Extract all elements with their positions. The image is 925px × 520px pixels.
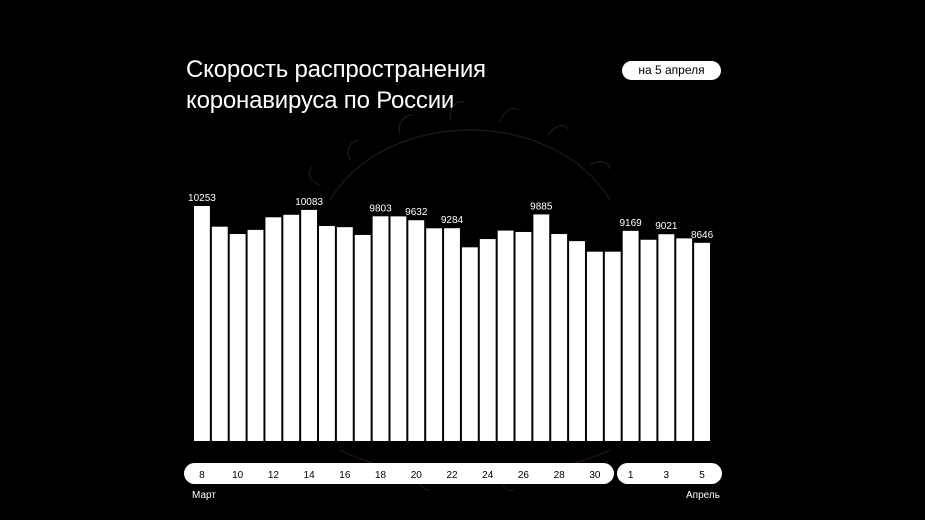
month-label-april: Апрель bbox=[686, 490, 720, 501]
x-tick-label: 8 bbox=[199, 470, 205, 481]
bar-16 bbox=[336, 227, 353, 441]
date-badge: на 5 апреля bbox=[622, 61, 721, 80]
bar-3 bbox=[658, 234, 675, 441]
bar-9 bbox=[211, 226, 228, 441]
april-axis-pill bbox=[617, 463, 722, 484]
bar-2 bbox=[640, 239, 657, 441]
bar-8 bbox=[194, 206, 210, 441]
x-axis: 8 10 12 14 16 18 20 22 24 26 28 30 1 3 5 bbox=[184, 463, 722, 484]
value-label: 9169 bbox=[619, 218, 642, 229]
bar-30 bbox=[586, 251, 603, 441]
value-label: 10253 bbox=[188, 193, 216, 204]
bars-group bbox=[194, 206, 710, 441]
x-tick-label: 22 bbox=[446, 470, 458, 481]
x-tick-label: 14 bbox=[304, 470, 316, 481]
bar-23 bbox=[461, 247, 478, 441]
value-label: 9803 bbox=[369, 203, 392, 214]
value-label: 10083 bbox=[295, 197, 323, 208]
x-tick-label: 10 bbox=[232, 470, 244, 481]
bar-24 bbox=[479, 239, 496, 441]
title-line-2: коронавируса по России bbox=[186, 87, 455, 114]
x-tick-label: 18 bbox=[375, 470, 387, 481]
bar-22 bbox=[444, 228, 460, 441]
title-line-1: Скорость распространения bbox=[186, 56, 486, 83]
bar-4 bbox=[676, 238, 693, 441]
bar-1 bbox=[622, 230, 639, 441]
value-label: 8646 bbox=[691, 230, 714, 241]
x-tick-label: 30 bbox=[589, 470, 601, 481]
bar-10 bbox=[229, 234, 246, 441]
bar-21 bbox=[426, 228, 443, 441]
x-tick-label: 1 bbox=[628, 470, 634, 481]
tick-labels-group: 8 10 12 14 16 18 20 22 24 26 28 30 1 3 5 bbox=[199, 470, 705, 481]
x-tick-label: 3 bbox=[664, 470, 670, 481]
bar-20 bbox=[408, 220, 425, 441]
value-label: 9885 bbox=[530, 201, 553, 212]
value-label: 9021 bbox=[655, 221, 678, 232]
march-axis-pill bbox=[184, 463, 614, 484]
bar-17 bbox=[354, 234, 371, 441]
value-label: 9284 bbox=[441, 215, 464, 226]
bar-27 bbox=[533, 214, 550, 441]
x-tick-label: 20 bbox=[411, 470, 423, 481]
bar-11 bbox=[247, 229, 264, 441]
bar-19 bbox=[390, 216, 407, 441]
bar-29 bbox=[569, 241, 585, 441]
value-label: 9632 bbox=[405, 207, 428, 218]
value-labels-group: 10253 10083 9803 9632 9284 9885 9169 9021 8646 bbox=[188, 193, 714, 241]
x-tick-label: 24 bbox=[482, 470, 494, 481]
bar-12 bbox=[265, 217, 282, 441]
x-tick-label: 16 bbox=[339, 470, 351, 481]
bar-13 bbox=[283, 214, 300, 441]
x-tick-label: 28 bbox=[554, 470, 566, 481]
bar-25 bbox=[497, 230, 514, 441]
x-tick-label: 26 bbox=[518, 470, 530, 481]
bar-14 bbox=[301, 209, 318, 441]
bar-28 bbox=[551, 234, 568, 441]
bar-15 bbox=[319, 226, 335, 441]
x-tick-label: 12 bbox=[268, 470, 280, 481]
bar-31 bbox=[604, 251, 621, 441]
bar-18 bbox=[372, 216, 389, 441]
chart-title: Скорость распространения коронавируса по… bbox=[186, 54, 486, 116]
bar-26 bbox=[515, 231, 532, 441]
month-label-march: Март bbox=[192, 490, 216, 501]
bar-5 bbox=[694, 242, 710, 441]
x-tick-label: 5 bbox=[699, 470, 705, 481]
